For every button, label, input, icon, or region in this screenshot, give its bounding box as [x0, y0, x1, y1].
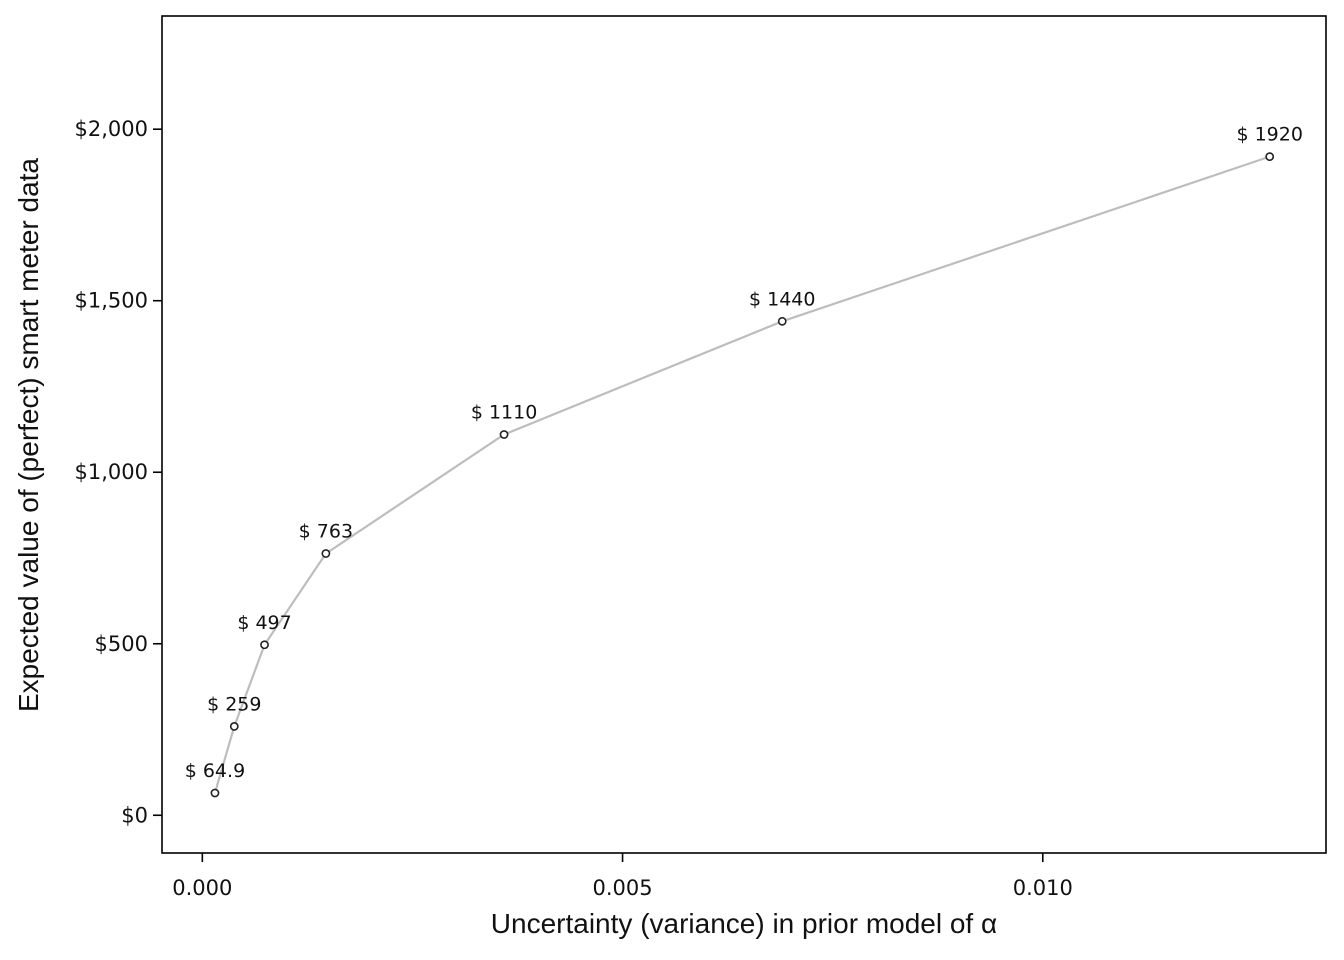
y-tick-label: $2,000: [75, 117, 148, 141]
data-point: [1265, 152, 1275, 162]
x-tick-label: 0.010: [1013, 876, 1073, 900]
y-tick-label: $0: [121, 803, 148, 827]
y-axis: $0 $500 $1,000 $1,500 $2,000: [75, 117, 162, 827]
plot-frame: [161, 15, 1327, 854]
data-point: [777, 316, 787, 326]
series-line: [213, 155, 1271, 794]
data-label: $ 64.9: [185, 760, 245, 782]
data-label: $ 1920: [1236, 124, 1302, 146]
y-tick-label: $500: [95, 632, 148, 656]
y-tick-label: $1,500: [75, 289, 148, 313]
x-axis: 0.000 0.005 0.010: [172, 853, 1073, 900]
series-layer: [210, 152, 1275, 798]
x-tick-label: 0.000: [172, 876, 232, 900]
data-label: $ 259: [207, 693, 261, 715]
data-point: [210, 788, 220, 798]
data-label: $ 1440: [749, 288, 815, 310]
data-point: [499, 430, 509, 439]
y-tick-label: $1,000: [75, 460, 148, 484]
data-label: $ 497: [237, 612, 291, 634]
x-axis-title: Uncertainty (variance) in prior model of…: [491, 908, 997, 939]
data-point: [321, 549, 331, 558]
x-tick-label: 0.005: [592, 876, 652, 900]
data-labels: $ 64.9 $ 259 $ 497 $ 763 $ 1110 $ 1440 $ 1920: [185, 124, 1303, 782]
data-label: $ 763: [299, 521, 353, 543]
y-axis-title: Expected value of (perfect) smart meter …: [13, 158, 44, 712]
data-point: [260, 640, 269, 650]
data-label: $ 1110: [471, 402, 537, 424]
data-point: [229, 722, 239, 731]
